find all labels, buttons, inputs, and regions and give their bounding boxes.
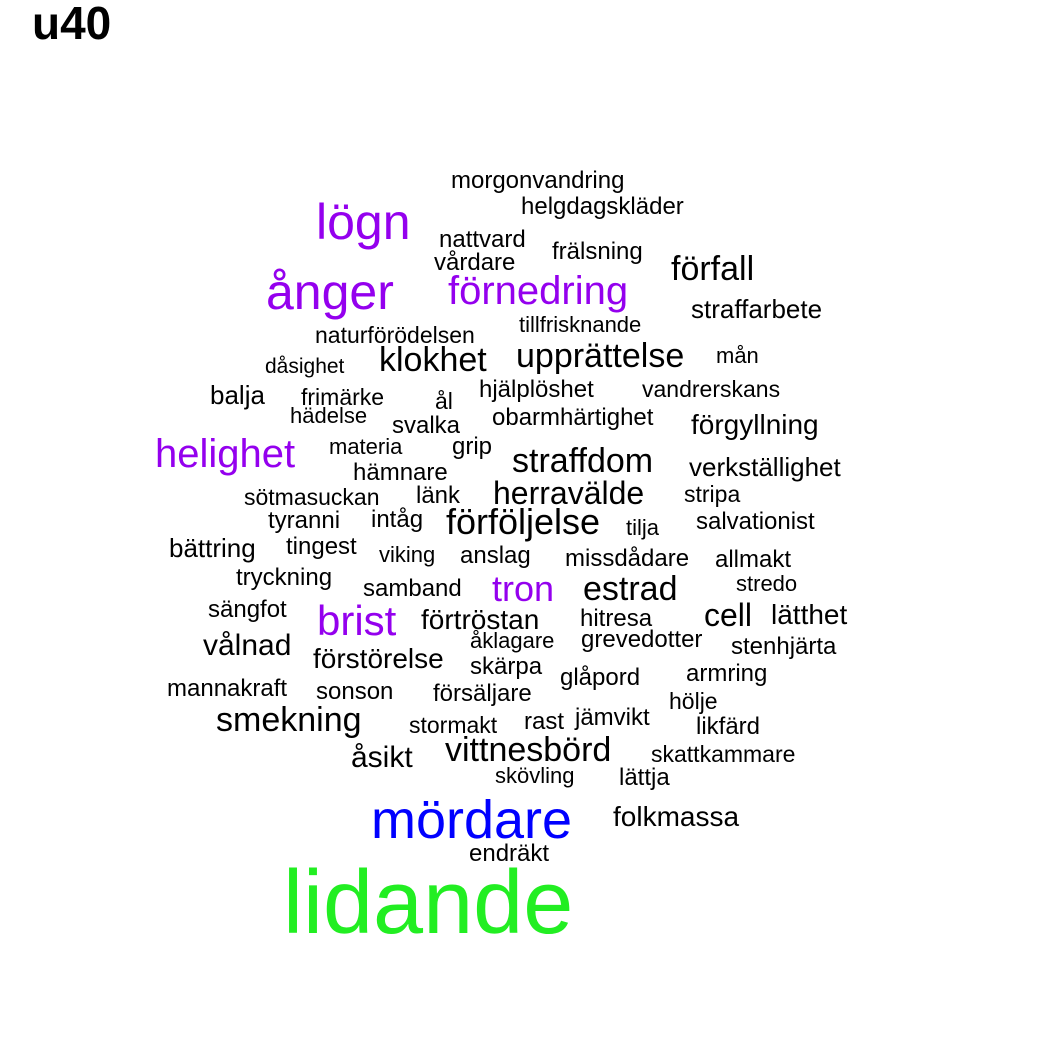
word-helgdagsklader: helgdagskläder (521, 193, 684, 220)
word-cell: cell (704, 597, 753, 633)
word-valnad: vålnad (203, 629, 292, 662)
word-anslag: anslag (460, 542, 531, 569)
word-logn: lögn (316, 194, 411, 250)
word-stredo: stredo (736, 571, 798, 596)
word-sangfot: sängfot (208, 596, 287, 623)
word-stripa: stripa (684, 481, 741, 507)
word-herravalde: herravälde (493, 475, 645, 511)
word-folkmassa: folkmassa (613, 801, 740, 832)
word-armring: armring (686, 660, 768, 687)
word-vardare: vårdare (434, 249, 516, 276)
word-estrad: estrad (583, 570, 678, 608)
word-forsaljare: försäljare (433, 680, 532, 707)
word-glapord: glåpord (560, 664, 641, 691)
word-sotmasuckan: sötmasuckan (244, 484, 380, 510)
word-missdadare: missdådare (565, 545, 690, 572)
word-svalka: svalka (392, 412, 461, 439)
word-hitresa: hitresa (580, 605, 653, 632)
word-tilja: tilja (626, 515, 660, 540)
word-jamvikt: jämvikt (575, 704, 650, 731)
word-upprattelse: upprättelse (516, 337, 685, 375)
word-salvationist: salvationist (696, 508, 815, 535)
word-fralsning: frälsning (552, 238, 643, 265)
word-frimarke: frimärke (301, 384, 385, 410)
word-forstorelse: förstörelse (313, 643, 444, 674)
word-grevedotter: grevedotter (581, 626, 703, 653)
word-naturforodelsen: naturförödelsen (315, 322, 475, 348)
word-aklagare: åklagare (470, 628, 555, 653)
word-samband: samband (363, 575, 462, 602)
word-al: ål (435, 388, 453, 414)
chart-title: u40 (32, 0, 112, 49)
word-fortrostan: förtröstan (421, 604, 540, 635)
word-anger: ånger (266, 264, 394, 320)
word-rast: rast (524, 708, 565, 735)
word-nattvard: nattvard (439, 226, 526, 253)
word-endrakt: endräkt (469, 840, 550, 867)
word-intag: intåg (371, 506, 424, 533)
word-hjalploshet: hjälplöshet (479, 376, 594, 403)
word-forfoljelse: förföljelse (446, 501, 601, 542)
word-stenhjarta: stenhjärta (731, 633, 837, 660)
word-fornedring: förnedring (448, 269, 629, 313)
word-skovling: skövling (495, 763, 575, 788)
word-likfard: likfärd (696, 713, 761, 740)
word-lank: länk (416, 482, 461, 509)
word-asikt: åsikt (351, 741, 413, 774)
word-skattkammare: skattkammare (651, 741, 796, 767)
word-verkstallighet: verkställighet (689, 452, 841, 482)
word-tryckning: tryckning (236, 564, 333, 591)
word-battring: bättring (169, 533, 256, 563)
word-vittnesbord: vittnesbörd (445, 731, 612, 769)
word-grip: grip (452, 433, 493, 460)
word-brist: brist (317, 597, 397, 644)
word-viking: viking (379, 542, 436, 567)
word-materia: materia (329, 434, 403, 459)
word-dasighet: dåsighet (265, 355, 345, 378)
word-mannakraft: mannakraft (167, 675, 288, 702)
word-tron: tron (492, 568, 555, 609)
word-lattja: lättja (619, 764, 670, 791)
word-hadelse: hädelse (290, 403, 368, 428)
word-mordare: mördare (371, 790, 573, 850)
word-hamnare: hämnare (353, 459, 448, 486)
word-tyranni: tyranni (268, 507, 341, 534)
word-lidande: lidande (283, 853, 574, 953)
word-latthet: lätthet (771, 599, 848, 630)
word-straffarbete: straffarbete (691, 294, 823, 324)
word-tingest: tingest (286, 533, 357, 560)
word-holje: hölje (669, 688, 718, 714)
word-forgyllning: förgyllning (691, 409, 819, 440)
word-klokhet: klokhet (379, 341, 487, 379)
word-obarmhartighet: obarmhärtighet (492, 404, 654, 431)
word-tillfrisknande: tillfrisknande (519, 312, 642, 337)
word-sonson: sonson (316, 678, 394, 705)
word-man: mån (716, 343, 759, 368)
word-morgonvandring: morgonvandring (451, 167, 625, 194)
word-smekning: smekning (216, 701, 362, 739)
word-allmakt: allmakt (715, 546, 792, 573)
word-helighet: helighet (155, 432, 296, 476)
word-straffdom: straffdom (512, 442, 654, 480)
word-vandrerskans: vandrerskans (642, 376, 781, 402)
word-skarpa: skärpa (470, 653, 543, 680)
word-stormakt: stormakt (409, 712, 498, 738)
word-balja: balja (210, 380, 265, 410)
word-forfall: förfall (671, 250, 755, 288)
